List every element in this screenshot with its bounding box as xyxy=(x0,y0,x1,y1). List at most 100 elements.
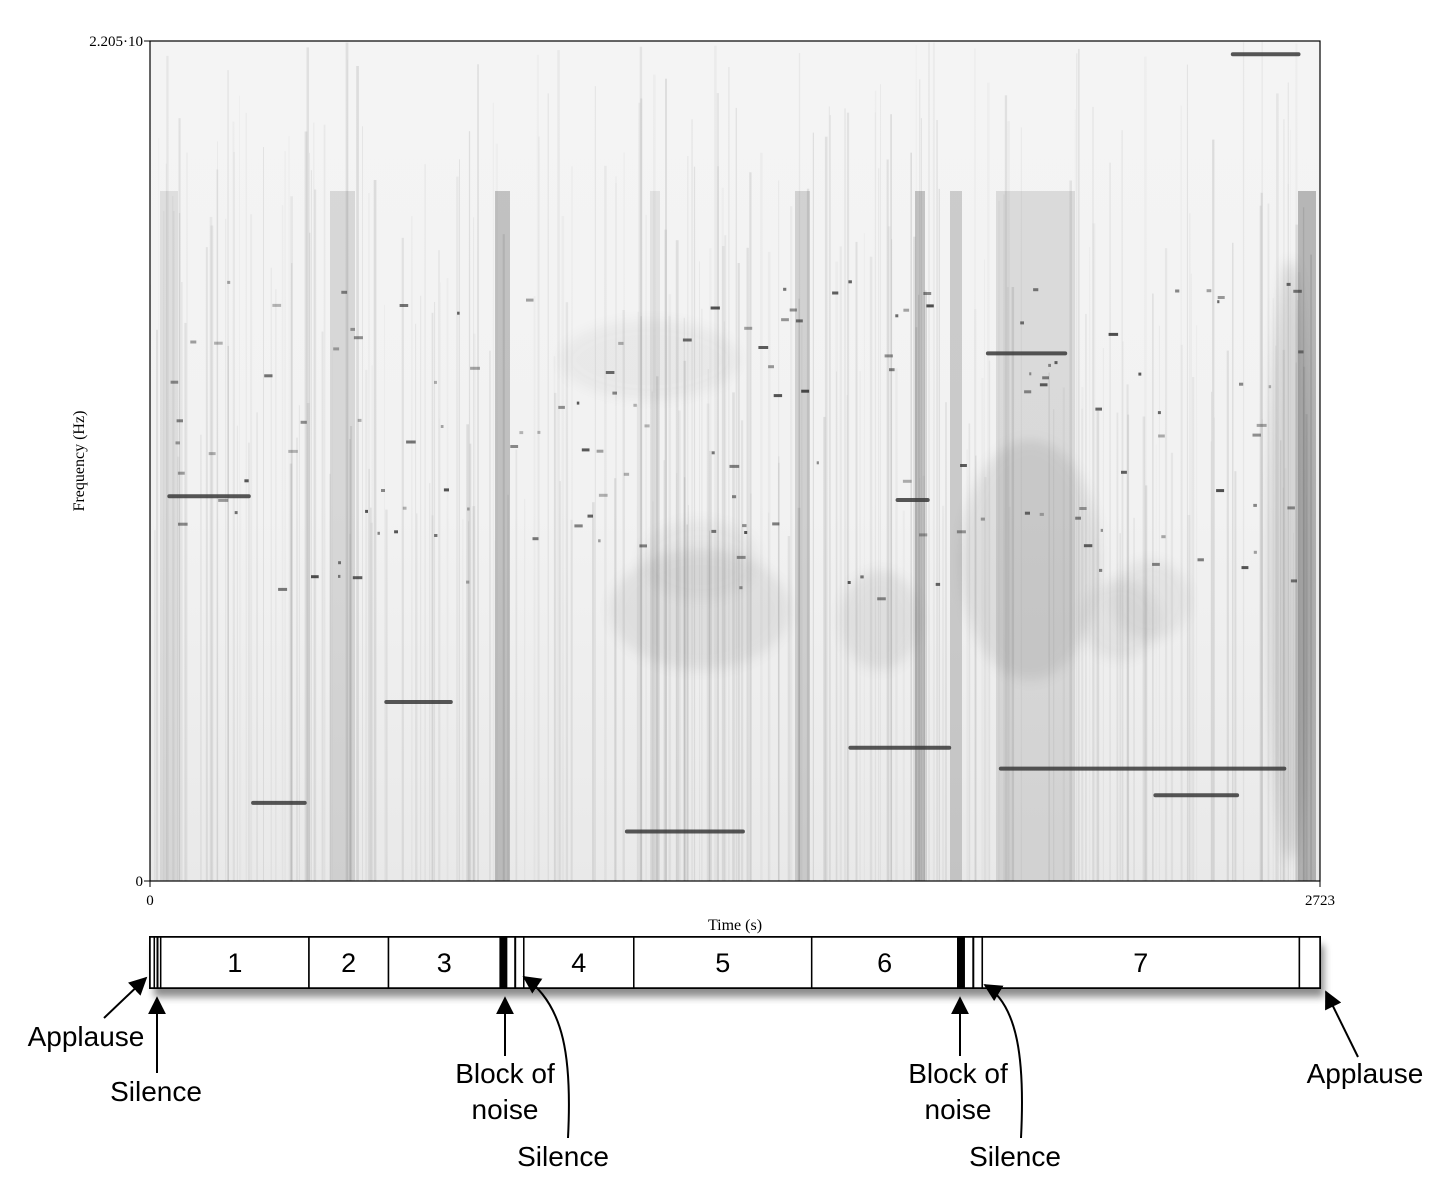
texture-stripe xyxy=(722,188,724,881)
texture-dot xyxy=(278,587,288,591)
texture-stripe xyxy=(639,46,643,881)
texture-stripe xyxy=(787,536,791,881)
texture-stripe xyxy=(1305,414,1308,881)
y-tick-label-min: 0 xyxy=(136,874,144,890)
texture-dot xyxy=(272,303,282,307)
texture-stripe xyxy=(687,156,689,881)
texture-dot xyxy=(338,574,341,578)
texture-stripe xyxy=(158,138,159,881)
texture-stripe xyxy=(349,533,351,881)
texture-stripe xyxy=(835,261,839,881)
texture-dot xyxy=(612,391,617,395)
texture-stripe xyxy=(438,250,440,881)
timeline-segment-part xyxy=(633,936,813,989)
texture-dot xyxy=(218,498,229,502)
texture-dot xyxy=(190,340,197,344)
texture-stripe xyxy=(829,115,831,881)
texture-stripe xyxy=(331,340,333,881)
texture-stripe xyxy=(1011,287,1015,881)
texture-blob xyxy=(640,520,760,600)
texture-dot xyxy=(781,318,789,322)
timeline-annotations: Applause Silence Block of noise Silence … xyxy=(28,975,1423,1172)
texture-dot xyxy=(956,530,966,534)
texture-stripe xyxy=(1155,444,1157,881)
texture-stripe xyxy=(614,478,617,881)
texture-stripe xyxy=(310,170,312,881)
texture-dot xyxy=(598,539,601,543)
texture-dot xyxy=(170,380,179,384)
y-tick-label-max: 2.205·10 xyxy=(89,34,143,50)
texture-stripe xyxy=(420,295,422,881)
texture-stripe xyxy=(524,498,526,881)
texture-dot xyxy=(532,537,539,541)
texture-stripe xyxy=(709,530,710,881)
texture-dot xyxy=(1268,385,1272,389)
texture-stripe xyxy=(431,312,434,881)
texture-stripe xyxy=(1261,419,1263,881)
texture-stripe xyxy=(446,278,449,881)
texture-stripe xyxy=(1081,409,1083,881)
texture-stripe xyxy=(306,403,310,881)
texture-stripe xyxy=(701,308,703,881)
arrow-applause-start xyxy=(103,976,148,1019)
texture-stripe xyxy=(289,463,293,881)
texture-stripe xyxy=(184,322,187,881)
texture-stripe xyxy=(1287,183,1289,881)
texture-dot xyxy=(1095,407,1102,411)
texture-stripe xyxy=(1192,377,1195,881)
texture-stripe xyxy=(349,439,351,881)
texture-stripe xyxy=(1196,325,1197,881)
texture-dot xyxy=(311,575,319,579)
texture-dot xyxy=(470,366,480,370)
texture-stripe xyxy=(717,166,719,881)
texture-stripe xyxy=(469,443,472,881)
texture-dot xyxy=(639,544,647,548)
texture-dot xyxy=(1157,411,1161,415)
texture-dot xyxy=(789,308,797,312)
texture-stripe xyxy=(924,290,927,881)
texture-stripe xyxy=(1020,127,1022,881)
texture-dot xyxy=(884,354,893,358)
texture-blob xyxy=(1110,560,1190,640)
spectrogram-texture xyxy=(150,41,1316,881)
texture-stripe xyxy=(910,152,912,881)
texture-stripe xyxy=(1109,162,1111,881)
texture-dot xyxy=(394,530,398,534)
texture-stripe xyxy=(891,239,893,881)
texture-dot xyxy=(333,347,340,351)
texture-dot xyxy=(1024,390,1032,394)
texture-stripe xyxy=(988,360,991,881)
texture-stripe xyxy=(1081,387,1084,881)
texture-dot xyxy=(1048,363,1051,367)
texture-stripe xyxy=(156,329,158,881)
texture-dot xyxy=(623,472,630,476)
texture-stripe xyxy=(290,196,293,881)
texture-stripe xyxy=(1260,192,1263,881)
texture-stripe xyxy=(683,317,685,881)
texture-stripe xyxy=(890,114,892,881)
texture-stripe xyxy=(256,412,258,881)
texture-stripe xyxy=(645,214,647,881)
texture-stripe xyxy=(477,64,479,881)
texture-dot xyxy=(935,582,941,586)
texture-stripe xyxy=(304,131,308,881)
texture-stripe xyxy=(716,93,719,881)
texture-stripe xyxy=(636,404,638,881)
texture-stripe xyxy=(918,294,920,881)
texture-stripe xyxy=(362,126,363,881)
texture-stripe xyxy=(166,55,169,881)
texture-stripe xyxy=(1287,82,1289,881)
texture-stripe xyxy=(749,172,752,881)
texture-stripe xyxy=(553,356,556,881)
texture-stripe xyxy=(928,42,930,881)
texture-dot xyxy=(1121,470,1127,474)
texture-dot xyxy=(1020,321,1024,325)
texture-stripe xyxy=(178,213,181,881)
texture-stripe xyxy=(683,477,686,881)
texture-stripe xyxy=(507,494,509,881)
texture-stripe xyxy=(200,434,202,881)
texture-stripe xyxy=(384,304,385,881)
texture-dot xyxy=(399,304,409,307)
texture-dot xyxy=(576,401,580,405)
texture-stripe xyxy=(652,501,654,881)
